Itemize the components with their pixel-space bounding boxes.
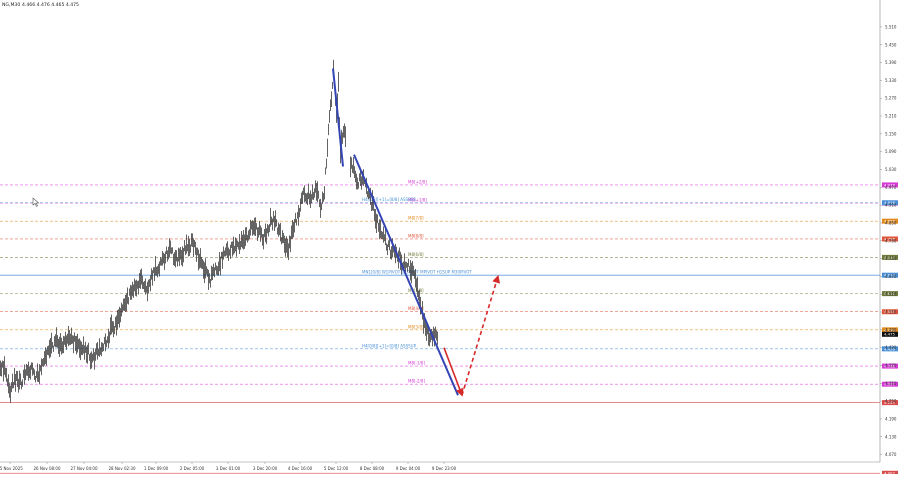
- price-level-tag-label: 4.426: [884, 346, 895, 351]
- price-level-tag: [882, 272, 898, 278]
- price-level-tag-label: 4.734: [884, 255, 895, 260]
- price-tick-label: 5.090: [885, 149, 897, 154]
- trend-line: [353, 154, 459, 396]
- price-level-label: M8[4/8]: [408, 306, 424, 311]
- price-level-tag-label: 4.674: [884, 273, 895, 278]
- price-tick-label: 4.850: [885, 220, 897, 225]
- price-tick-label: 4.910: [885, 203, 897, 208]
- price-tick-label: 4.490: [885, 327, 897, 332]
- price-level-tag-label: 4.368: [884, 363, 895, 368]
- price-level-label: M8[8/8]: [408, 233, 424, 238]
- current-price-tag: [882, 331, 898, 337]
- price-level-tag: [882, 470, 898, 476]
- price-level-label: H4[8/8][+1]=[8/8] ASSRES: [362, 197, 416, 202]
- price-tick-label: 4.130: [885, 434, 897, 439]
- price-level-tag: [882, 200, 898, 206]
- time-tick-label: 9 Dec 04:00: [396, 466, 421, 471]
- trend-line: [332, 68, 344, 167]
- chart-symbol-label: NG,M30: [2, 2, 20, 8]
- price-tick-label: 4.550: [885, 310, 897, 315]
- price-tick-label: 5.210: [885, 114, 897, 119]
- price-level-tag-label: 4.551: [884, 309, 895, 314]
- price-level-tag: [882, 363, 898, 369]
- price-tick-label: 5.030: [885, 167, 897, 172]
- price-level-tag: [882, 182, 898, 188]
- price-level-tag-label: 4.007: [884, 471, 895, 474]
- time-tick-label: 8 Dec 08:00: [360, 466, 385, 471]
- price-level-tag-label: 4.490: [884, 327, 895, 332]
- price-level-label: M8[-2/8]: [408, 379, 425, 384]
- mouse-cursor-icon: [32, 197, 40, 207]
- price-level-tag-label: 4.245: [884, 400, 895, 405]
- time-tick-label: 4 Dec 16:00: [288, 466, 313, 471]
- time-tick-label: 27 Nov 04:00: [71, 466, 98, 471]
- time-tick-label: 3 Dec 01:00: [216, 466, 241, 471]
- price-tick-label: 4.370: [885, 363, 897, 368]
- price-level-tag-label: 4.978: [884, 182, 895, 187]
- time-tick-label: 5 Dec 12:00: [324, 466, 349, 471]
- price-level-label: MN1[0/8] W1PIVOT D1PIVOT MPIVOT H1SUP M3…: [362, 270, 472, 275]
- price-level-tag: [882, 400, 898, 406]
- price-tick-label: 4.190: [885, 416, 897, 421]
- price-level-label: M8[6/8]: [408, 252, 424, 257]
- price-level-tag-label: 4.307: [884, 382, 895, 387]
- price-level-tag: [882, 236, 898, 242]
- price-tick-label: 5.270: [885, 96, 897, 101]
- price-level-tag-label: 4.918: [884, 200, 895, 205]
- price-tick-label: 4.430: [885, 345, 897, 350]
- time-tick-label: 2 Dec 05:00: [180, 466, 205, 471]
- price-level-tag: [882, 346, 898, 352]
- price-tick-label: 4.310: [885, 381, 897, 386]
- price-tick-label: 5.150: [885, 131, 897, 136]
- price-level-tag-label: 4.612: [884, 291, 895, 296]
- current-price-label: 4.475: [884, 332, 895, 337]
- price-tick-label: 4.670: [885, 274, 897, 279]
- forecast-arrow: [461, 274, 500, 396]
- price-level-tag: [882, 254, 898, 260]
- chart-ohlc-label: 4.466 4.476 4.465 4.475: [22, 2, 79, 8]
- forecast-arrow: [443, 347, 464, 397]
- price-level-label: H4[0/8][+1]=[0/8] ASSSUP: [362, 343, 417, 348]
- price-tick-label: 4.790: [885, 238, 897, 243]
- time-tick-label: 9 Dec 23:00: [432, 466, 457, 471]
- price-level-tag: [882, 309, 898, 315]
- price-tick-label: 4.070: [885, 452, 897, 457]
- price-tick-label: 5.390: [885, 60, 897, 65]
- time-tick-label: 26 Nov 08:00: [34, 466, 61, 471]
- price-tick-label: 5.450: [885, 42, 897, 47]
- time-tick-label: 25 Nov 2025: [0, 466, 23, 471]
- price-tick-label: 4.730: [885, 256, 897, 261]
- time-tick-label: 3 Dec 20:00: [253, 466, 278, 471]
- price-level-tag-label: 4.856: [884, 219, 895, 224]
- price-level-label: M8[+2/8]: [408, 179, 427, 184]
- price-level-label: M8[+1/8]: [408, 198, 427, 203]
- price-level-tag: [882, 291, 898, 297]
- price-level-tag: [882, 327, 898, 333]
- price-level-label: M8[-1/8]: [408, 361, 425, 366]
- price-level-tag: [882, 381, 898, 387]
- time-tick-label: 28 Nov 02:30: [109, 466, 136, 471]
- price-level-tag-label: 4.796: [884, 236, 895, 241]
- price-level-label: M8[5/8]: [408, 288, 424, 293]
- price-level-tag: [882, 218, 898, 224]
- price-tick-label: 5.510: [885, 24, 897, 29]
- price-level-label: M8[7/8]: [408, 216, 424, 221]
- price-tick-label: 5.330: [885, 78, 897, 83]
- time-tick-label: 1 Dec 09:00: [144, 466, 169, 471]
- price-tick-label: 4.250: [885, 399, 897, 404]
- price-tick-label: 4.610: [885, 292, 897, 297]
- price-level-label: M8[3/8]: [408, 324, 424, 329]
- price-tick-label: 4.970: [885, 185, 897, 190]
